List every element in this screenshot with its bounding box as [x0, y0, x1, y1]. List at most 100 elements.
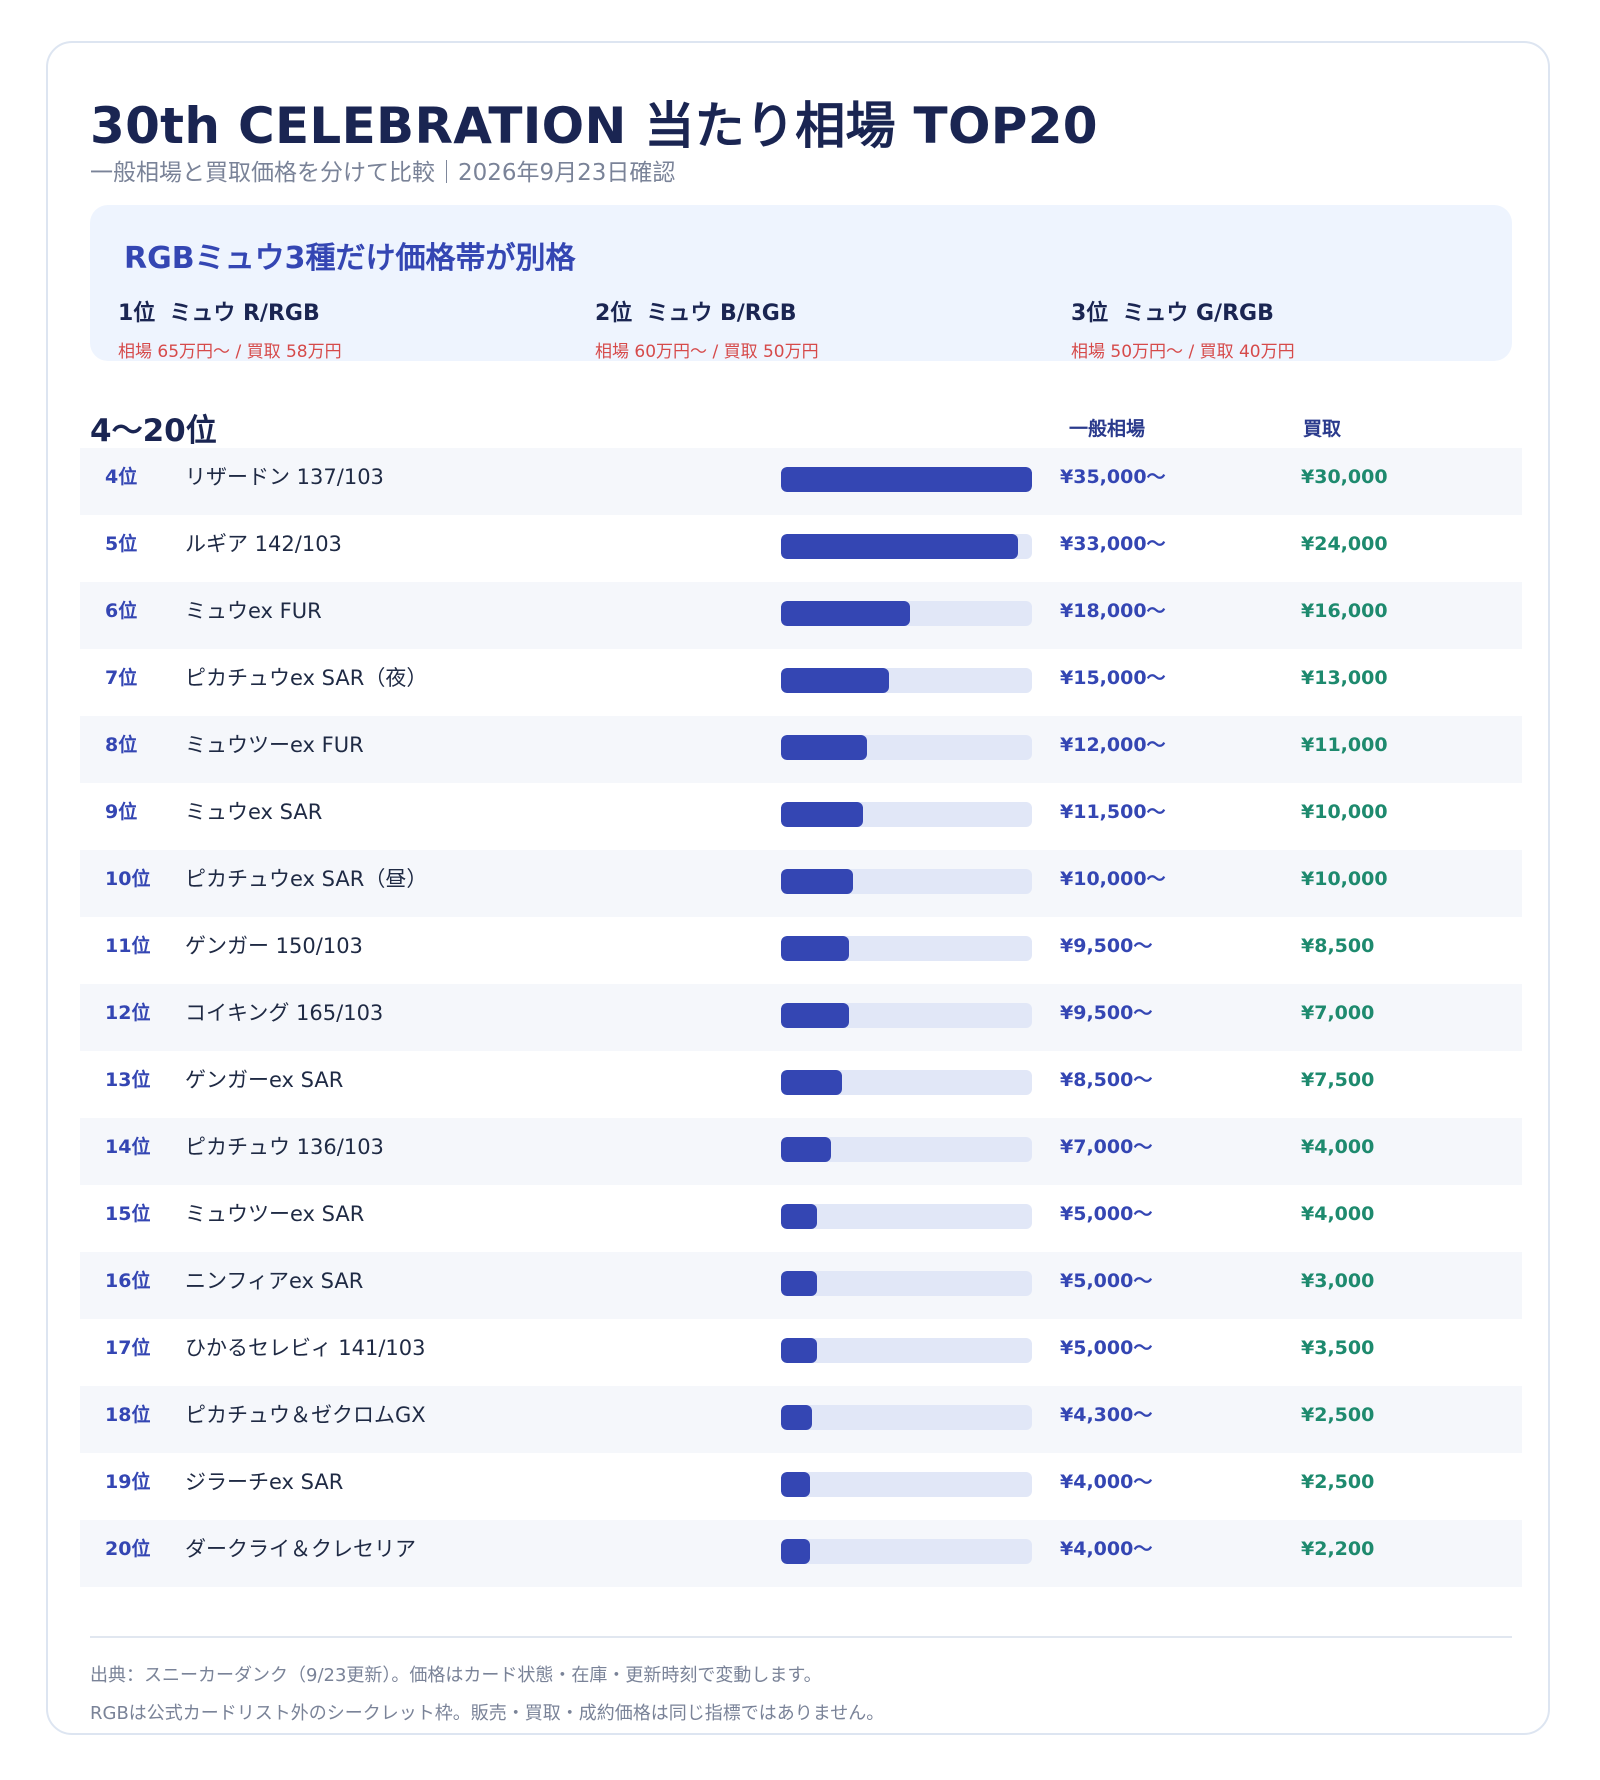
row-card-name: ルギア 142/103 [185, 532, 342, 556]
table-row: 18位 ピカチュウ＆ゼクロムGX ¥4,300〜 ¥2,500 [80, 1386, 1522, 1453]
table-row: 11位 ゲンガー 150/103 ¥9,500〜 ¥8,500 [80, 917, 1522, 984]
row-market-price: ¥4,300〜 [1060, 1404, 1153, 1426]
table-row: 14位 ピカチュウ 136/103 ¥7,000〜 ¥4,000 [80, 1118, 1522, 1185]
row-buy-price: ¥30,000 [1301, 466, 1388, 488]
column-header-market: 一般相場 [1069, 418, 1146, 440]
row-rank: 10位 [105, 868, 151, 890]
table-row: 9位 ミュウex SAR ¥11,500〜 ¥10,000 [80, 783, 1522, 850]
bar-fill [781, 534, 1018, 559]
table-row: 17位 ひかるセレビィ 141/103 ¥5,000〜 ¥3,500 [80, 1319, 1522, 1386]
highlight-price: 相場 60万円〜 / 買取 50万円 [595, 342, 819, 362]
bar-fill [781, 1003, 850, 1028]
row-buy-price: ¥16,000 [1301, 600, 1388, 622]
bar-track [781, 668, 1032, 693]
ranking-table: 4位 リザードン 137/103 ¥35,000〜 ¥30,000 5位 ルギア 142/… [80, 448, 1522, 1587]
row-market-price: ¥15,000〜 [1060, 667, 1166, 689]
row-buy-price: ¥4,000 [1301, 1136, 1375, 1158]
bar-track [781, 869, 1032, 894]
row-buy-price: ¥4,000 [1301, 1203, 1375, 1225]
highlight-rank: 1位 [118, 301, 156, 326]
bar-fill [781, 1137, 832, 1162]
table-row: 4位 リザードン 137/103 ¥35,000〜 ¥30,000 [80, 448, 1522, 515]
row-market-price: ¥5,000〜 [1060, 1270, 1153, 1292]
row-buy-price: ¥7,000 [1301, 1002, 1375, 1024]
footer-divider [90, 1636, 1512, 1638]
highlight-panel: RGBミュウ3種だけ価格帯が別格 1位 ミュウ R/RGB 相場 65万円〜 / … [90, 205, 1512, 362]
highlight-card-name: ミュウ B/RGB [646, 301, 797, 326]
highlight-rank: 2位 [595, 301, 633, 326]
row-rank: 17位 [105, 1337, 151, 1359]
bar-track [781, 1405, 1032, 1430]
bar-fill [781, 1338, 817, 1363]
row-card-name: ダークライ＆クレセリア [185, 1537, 416, 1561]
row-market-price: ¥8,500〜 [1060, 1069, 1153, 1091]
row-buy-price: ¥8,500 [1301, 935, 1375, 957]
row-rank: 19位 [105, 1471, 151, 1493]
footer-source-note: 出典：スニーカーダンク（9/23更新）。価格はカード状態・在庫・更新時刻で変動し… [90, 1665, 822, 1686]
highlight-item-name: 3位 ミュウ G/RGB [1071, 295, 1295, 327]
bar-track [781, 1472, 1032, 1497]
bar-track [781, 601, 1032, 626]
table-row: 16位 ニンフィアex SAR ¥5,000〜 ¥3,000 [80, 1252, 1522, 1319]
row-market-price: ¥9,500〜 [1060, 935, 1153, 957]
row-rank: 5位 [105, 533, 138, 555]
row-buy-price: ¥10,000 [1301, 868, 1388, 890]
row-card-name: ひかるセレビィ 141/103 [185, 1336, 426, 1360]
highlight-card-name: ミュウ R/RGB [169, 301, 320, 326]
row-market-price: ¥18,000〜 [1060, 600, 1166, 622]
bar-track [781, 1338, 1032, 1363]
row-buy-price: ¥10,000 [1301, 801, 1388, 823]
bar-fill [781, 1539, 810, 1564]
row-rank: 4位 [105, 466, 138, 488]
highlight-price: 相場 65万円〜 / 買取 58万円 [118, 342, 342, 362]
bar-track [781, 534, 1032, 559]
row-market-price: ¥4,000〜 [1060, 1471, 1153, 1493]
table-row: 7位 ピカチュウex SAR（夜） ¥15,000〜 ¥13,000 [80, 649, 1522, 716]
row-buy-price: ¥3,500 [1301, 1337, 1375, 1359]
row-buy-price: ¥2,200 [1301, 1538, 1375, 1560]
row-buy-price: ¥2,500 [1301, 1471, 1375, 1493]
bar-fill [781, 802, 864, 827]
bar-track [781, 936, 1032, 961]
highlight-item: 2位 ミュウ B/RGB 相場 60万円〜 / 買取 50万円 [595, 295, 819, 362]
table-row: 19位 ジラーチex SAR ¥4,000〜 ¥2,500 [80, 1453, 1522, 1520]
row-card-name: ニンフィアex SAR [185, 1269, 364, 1293]
table-row: 13位 ゲンガーex SAR ¥8,500〜 ¥7,500 [80, 1051, 1522, 1118]
table-row: 10位 ピカチュウex SAR（昼） ¥10,000〜 ¥10,000 [80, 850, 1522, 917]
row-buy-price: ¥2,500 [1301, 1404, 1375, 1426]
row-market-price: ¥7,000〜 [1060, 1136, 1153, 1158]
row-market-price: ¥5,000〜 [1060, 1203, 1153, 1225]
bar-track [781, 467, 1032, 492]
column-header-buy: 買取 [1303, 418, 1342, 440]
row-rank: 12位 [105, 1002, 151, 1024]
row-rank: 6位 [105, 600, 138, 622]
row-card-name: ゲンガー 150/103 [185, 934, 363, 958]
bar-track [781, 1271, 1032, 1296]
row-card-name: ピカチュウex SAR（夜） [185, 666, 428, 690]
row-rank: 15位 [105, 1203, 151, 1225]
bar-track [781, 735, 1032, 760]
table-row: 6位 ミュウex FUR ¥18,000〜 ¥16,000 [80, 582, 1522, 649]
row-rank: 7位 [105, 667, 138, 689]
bar-fill [781, 1472, 810, 1497]
row-card-name: コイキング 165/103 [185, 1001, 384, 1025]
highlight-card-name: ミュウ G/RGB [1122, 301, 1274, 326]
row-market-price: ¥35,000〜 [1060, 466, 1166, 488]
table-row: 12位 コイキング 165/103 ¥9,500〜 ¥7,000 [80, 984, 1522, 1051]
highlight-price: 相場 50万円〜 / 買取 40万円 [1071, 342, 1295, 362]
bar-fill [781, 936, 850, 961]
highlight-item: 3位 ミュウ G/RGB 相場 50万円〜 / 買取 40万円 [1071, 295, 1295, 362]
row-buy-price: ¥11,000 [1301, 734, 1388, 756]
row-card-name: リザードン 137/103 [185, 465, 384, 489]
section-title: 4〜20位 [90, 413, 217, 449]
row-card-name: ミュウex SAR [185, 800, 323, 824]
table-row: 8位 ミュウツーex FUR ¥12,000〜 ¥11,000 [80, 716, 1522, 783]
row-buy-price: ¥24,000 [1301, 533, 1388, 555]
row-card-name: ピカチュウex SAR（昼） [185, 867, 428, 891]
row-card-name: ミュウツーex SAR [185, 1202, 365, 1226]
bar-fill [781, 467, 1032, 492]
row-market-price: ¥10,000〜 [1060, 868, 1166, 890]
row-rank: 9位 [105, 801, 138, 823]
highlight-title: RGBミュウ3種だけ価格帯が別格 [124, 241, 576, 276]
row-card-name: ピカチュウ＆ゼクロムGX [185, 1403, 426, 1427]
